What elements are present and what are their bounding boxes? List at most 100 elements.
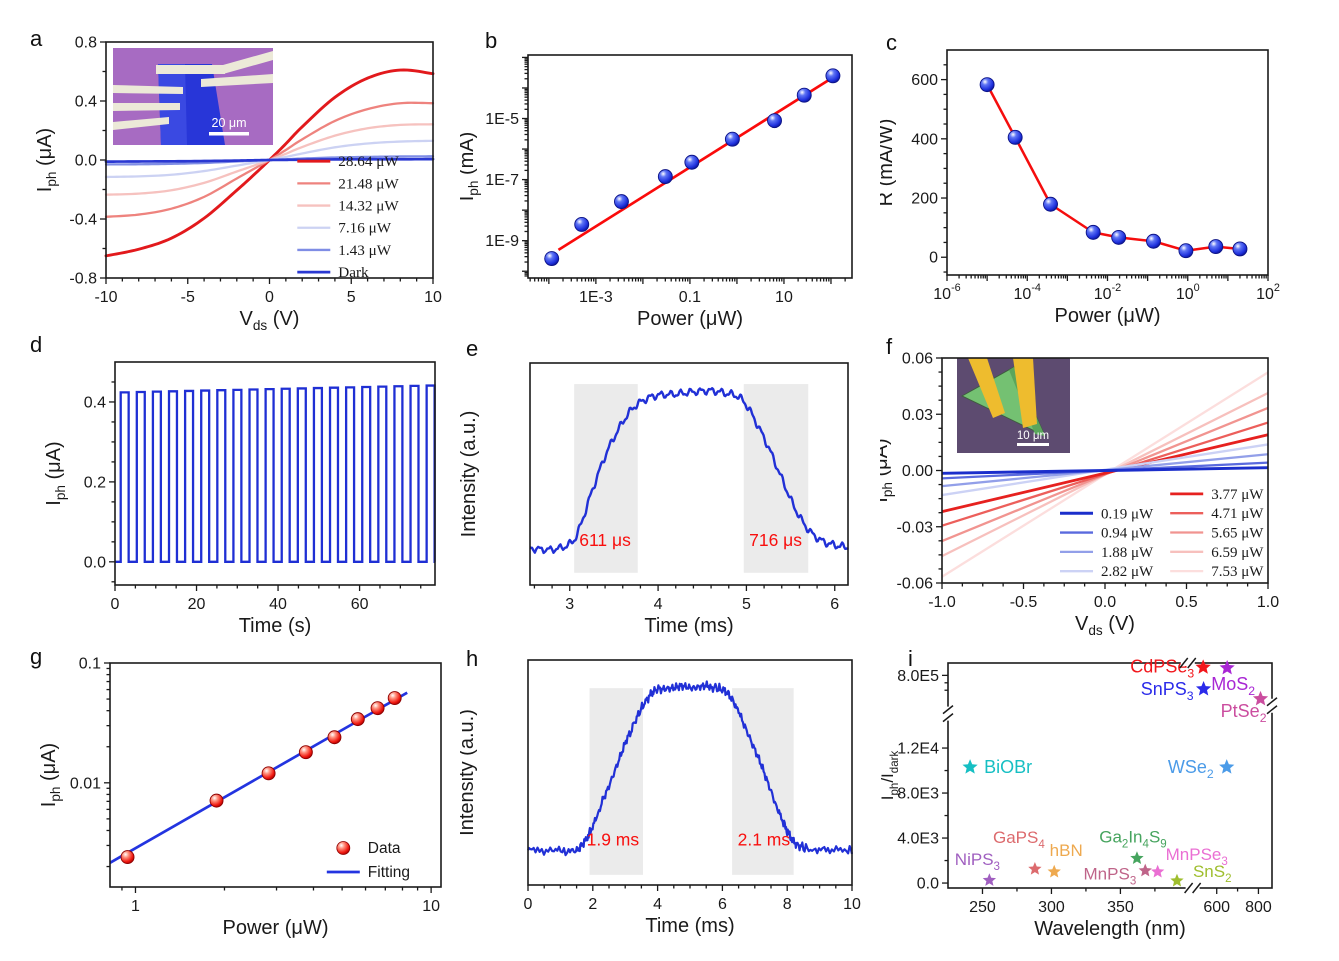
c-data-layers bbox=[979, 77, 1248, 259]
svg-text:Fitting: Fitting bbox=[368, 864, 410, 881]
x-tick-label: 0 bbox=[524, 896, 533, 913]
chart-d: 0 20 40 60 0.0 0.2 0.4 Time (s) Iph (μA) bbox=[43, 361, 436, 637]
f-axes: -1.0 -0.5 0.0 0.5 1.0 -0.06 -0.03 0.00 0.03 0.06 V… bbox=[880, 351, 1279, 639]
x-tick-label: 3 bbox=[565, 596, 574, 613]
annotation: 611 μs bbox=[579, 530, 631, 550]
inset-a-electrode bbox=[113, 117, 169, 130]
annotation: 716 μs bbox=[749, 530, 802, 550]
svg-text:28.64 μW: 28.64 μW bbox=[338, 153, 399, 170]
chart-f: -1.0 -0.5 0.0 0.5 1.0 -0.06 -0.03 0.00 0.03 0.06 V… bbox=[880, 351, 1279, 639]
x-tick-label: 250 bbox=[969, 899, 996, 916]
material-label: SnS2 bbox=[1193, 862, 1232, 885]
material-star bbox=[1138, 863, 1152, 877]
material-star bbox=[962, 759, 978, 774]
x-tick-label: 102 bbox=[1256, 282, 1280, 303]
g-legend: Data Fitting bbox=[326, 840, 410, 881]
material-star bbox=[1028, 861, 1042, 875]
c-axes: 10-6 10-4 10-2 100 102 0 200 400 600 Power (μW) R … bbox=[880, 49, 1280, 327]
svg-text:0.19 μW: 0.19 μW bbox=[1101, 506, 1154, 522]
panel-letter-c: c bbox=[886, 30, 897, 55]
x-tick-label: -5 bbox=[181, 289, 195, 306]
y-tick-label: 0.03 bbox=[902, 407, 933, 424]
inset-a-electrode bbox=[113, 103, 180, 111]
f-overlay-layers: 0.19 μW 0.94 μW 1.88 μW 2.82 μW 3.77 μW 4.71 … bbox=[1060, 487, 1264, 580]
e-axes: 3 4 5 6 Time (ms) Intensity (a.u.) bbox=[460, 362, 849, 637]
a-overlay-layers: 28.64 μW 21.48 μW 14.32 μW 7.16 μW 1.43 μW Da… bbox=[297, 153, 399, 281]
x-tick-label: 0.1 bbox=[679, 289, 701, 306]
x-tick-label: 0.0 bbox=[1094, 594, 1116, 611]
x-tick-label: 1.0 bbox=[1257, 594, 1279, 611]
chart-c: 10-6 10-4 10-2 100 102 0 200 400 600 Power (μW) R … bbox=[880, 49, 1280, 327]
x-tick-label: 8 bbox=[783, 896, 792, 913]
x-tick-label: 6 bbox=[830, 596, 839, 613]
x-tick-label: 2 bbox=[588, 896, 597, 913]
panel-letter-i: i bbox=[908, 646, 913, 671]
x-tick-label: 800 bbox=[1245, 899, 1272, 916]
y-tick-label: -0.06 bbox=[897, 576, 934, 593]
e-overlay-layers: 611 μs 716 μs bbox=[579, 530, 802, 550]
svg-text:Data: Data bbox=[368, 840, 401, 857]
x-tick-label: 10-2 bbox=[1094, 282, 1121, 303]
x-tick-label: 60 bbox=[351, 596, 369, 613]
y-axis-label: Iph (μA) bbox=[34, 128, 59, 192]
y-axis-label: Iph (μA) bbox=[38, 743, 63, 807]
f-legend: 0.19 μW 0.94 μW 1.88 μW 2.82 μW bbox=[1060, 506, 1154, 580]
chart-i: 250 300 350 600 800 0.0 4.0E3 8.0E3 1.2E4 8.0E5 Wa… bbox=[880, 656, 1278, 940]
svg-text:1.43 μW: 1.43 μW bbox=[338, 242, 392, 259]
svg-text:1.88 μW: 1.88 μW bbox=[1101, 545, 1154, 561]
material-label: SnPS3 bbox=[1141, 679, 1194, 703]
panel-letter-b: b bbox=[485, 28, 498, 53]
a-data-layers bbox=[104, 68, 435, 258]
svg-text:5.65 μW: 5.65 μW bbox=[1211, 526, 1264, 542]
x-axis-label: Power (μW) bbox=[223, 917, 329, 939]
x-tick-label: 5 bbox=[742, 596, 751, 613]
y-tick-label: 0.4 bbox=[75, 94, 97, 111]
x-axis-label: Vds (V) bbox=[1075, 613, 1135, 638]
y-tick-label: 400 bbox=[911, 131, 938, 148]
x-tick-label: 10 bbox=[843, 896, 861, 913]
chart-g: 1 10 0.01 0.1 Power (μW) Iph (μA) Data Fitting bbox=[38, 656, 442, 939]
y-tick-label: 0.2 bbox=[84, 474, 106, 491]
y-tick-label: 600 bbox=[911, 72, 938, 89]
svg-text:7.53 μW: 7.53 μW bbox=[1211, 564, 1264, 580]
material-label: BiOBr bbox=[984, 757, 1032, 777]
d-axes: 0 20 40 60 0.0 0.2 0.4 Time (s) Iph (μA) bbox=[43, 361, 436, 637]
f-legend: 3.77 μW 4.71 μW 5.65 μW 6.59 μW 7.53 μW bbox=[1170, 487, 1264, 580]
inset-a-scale-label: 20 μm bbox=[212, 116, 247, 130]
h-overlay-layers: 1.9 ms 2.1 ms bbox=[587, 830, 791, 850]
panel-letter-a: a bbox=[30, 26, 43, 51]
y-axis-label: R (mA/W) bbox=[880, 119, 897, 207]
chart-h: 0 2 4 6 8 10 Time (ms) Intensity (a.u.) 1.9 ms 2.… bbox=[460, 659, 861, 937]
material-star bbox=[1252, 690, 1269, 706]
svg-text:2.82 μW: 2.82 μW bbox=[1101, 564, 1154, 580]
material-label: PtSe2 bbox=[1221, 701, 1267, 725]
x-tick-label: -1.0 bbox=[928, 594, 956, 611]
x-tick-label: 10 bbox=[422, 898, 440, 915]
material-label: MnPSe3 bbox=[1166, 845, 1228, 868]
a-legend: 28.64 μW 21.48 μW 14.32 μW 7.16 μW 1.43 μW Da… bbox=[297, 153, 399, 281]
x-tick-label: 5 bbox=[347, 289, 356, 306]
x-axis-label: Power (μW) bbox=[637, 308, 743, 330]
x-axis-label: Time (ms) bbox=[645, 915, 734, 937]
material-label: NiPS3 bbox=[955, 850, 1000, 873]
material-star bbox=[1047, 864, 1061, 878]
x-tick-label: 10-6 bbox=[933, 282, 960, 303]
microscope-inset-a: 20 μm bbox=[113, 48, 273, 145]
y-tick-label: 0.00 bbox=[902, 463, 933, 480]
panel-letter-d: d bbox=[30, 332, 43, 357]
x-tick-label: 40 bbox=[269, 596, 287, 613]
inset-a-scale-bar bbox=[209, 132, 249, 136]
x-tick-label: 1 bbox=[131, 898, 140, 915]
y-tick-label: -0.4 bbox=[69, 212, 97, 229]
inset-a-electrode bbox=[201, 74, 273, 87]
x-tick-label: 100 bbox=[1176, 282, 1200, 303]
panel-letter-f: f bbox=[886, 334, 893, 359]
svg-text:Dark: Dark bbox=[338, 264, 369, 281]
x-tick-label: 600 bbox=[1203, 899, 1230, 916]
x-tick-label: 10-4 bbox=[1014, 282, 1041, 303]
y-tick-label: 0.0 bbox=[84, 554, 106, 571]
y-tick-label: 4.0E3 bbox=[897, 831, 939, 848]
material-label: Ga2In4S9 bbox=[1099, 827, 1166, 850]
x-tick-label: 6 bbox=[718, 896, 727, 913]
